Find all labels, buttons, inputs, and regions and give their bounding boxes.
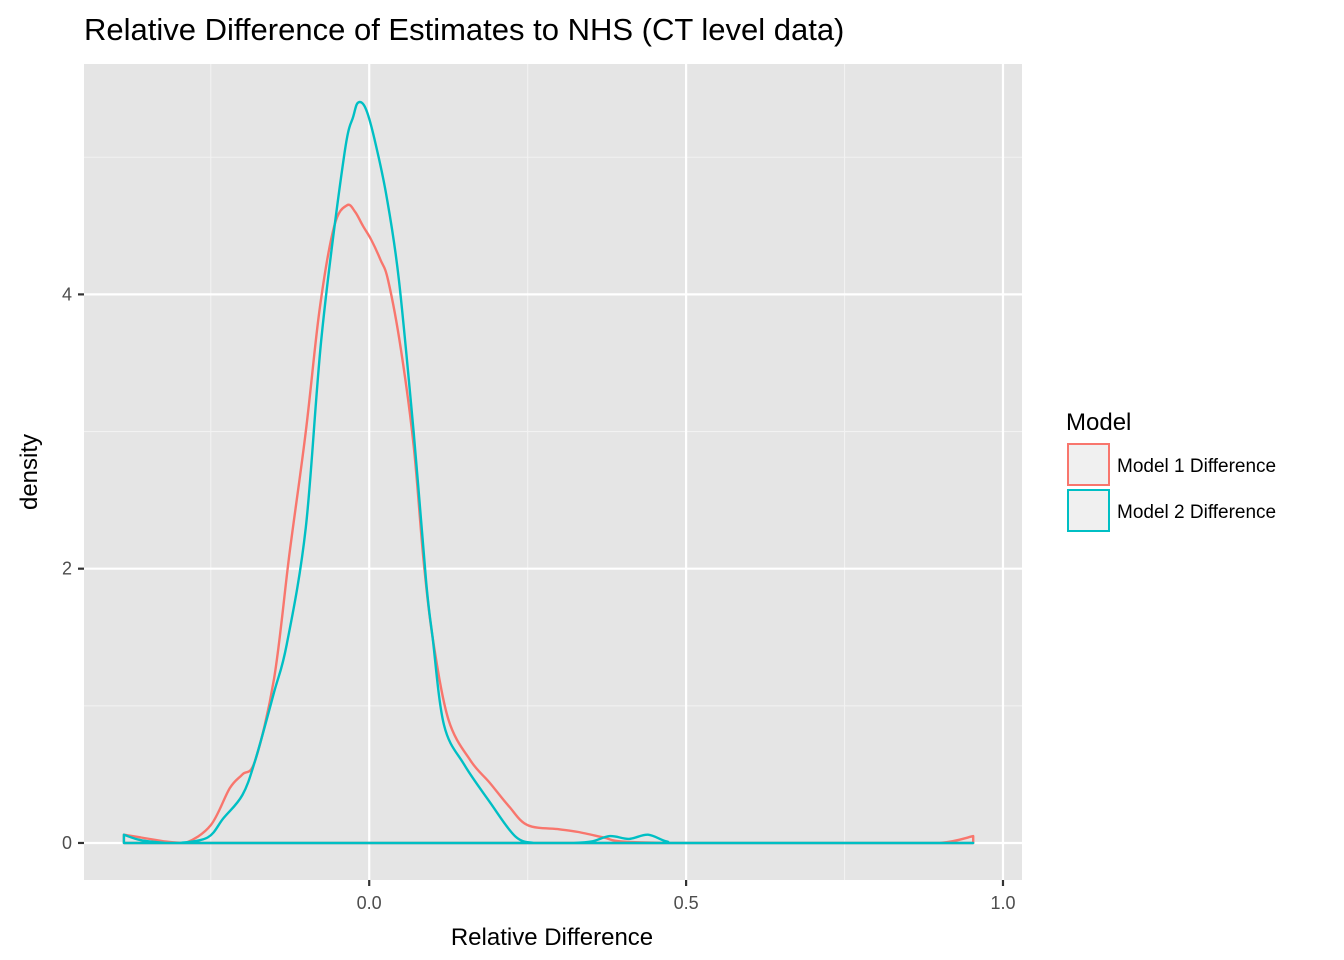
y-axis: 0 2 4 <box>62 284 84 853</box>
y-axis-title: density <box>16 434 43 510</box>
series-layer <box>122 100 975 845</box>
density-curve-1 <box>122 203 975 845</box>
legend-title: Model <box>1066 409 1131 436</box>
legend-key-model-2 <box>1067 489 1110 532</box>
legend: Model Model 1 Difference Model 2 Differe… <box>1066 409 1276 532</box>
legend-label-model-2: Model 2 Difference <box>1117 502 1276 523</box>
y-tick-label: 4 <box>62 284 72 304</box>
legend-item-model-1: Model 1 Difference <box>1067 443 1276 486</box>
legend-label-model-1: Model 1 Difference <box>1117 456 1276 477</box>
x-axis-title: Relative Difference <box>451 924 653 951</box>
legend-key-model-1 <box>1067 443 1110 486</box>
y-tick-label: 2 <box>62 559 72 579</box>
x-tick-label: 0.0 <box>357 893 382 913</box>
x-tick-label: 0.5 <box>674 893 699 913</box>
chart-title: Relative Difference of Estimates to NHS … <box>84 12 844 47</box>
x-axis: 0.0 0.5 1.0 <box>357 880 1016 913</box>
y-tick-label: 0 <box>62 833 72 853</box>
density-curve-2 <box>122 100 975 845</box>
minor-gridlines <box>84 64 1022 880</box>
x-tick-label: 1.0 <box>990 893 1015 913</box>
plot-panel <box>84 64 1022 880</box>
legend-item-model-2: Model 2 Difference <box>1067 489 1276 532</box>
